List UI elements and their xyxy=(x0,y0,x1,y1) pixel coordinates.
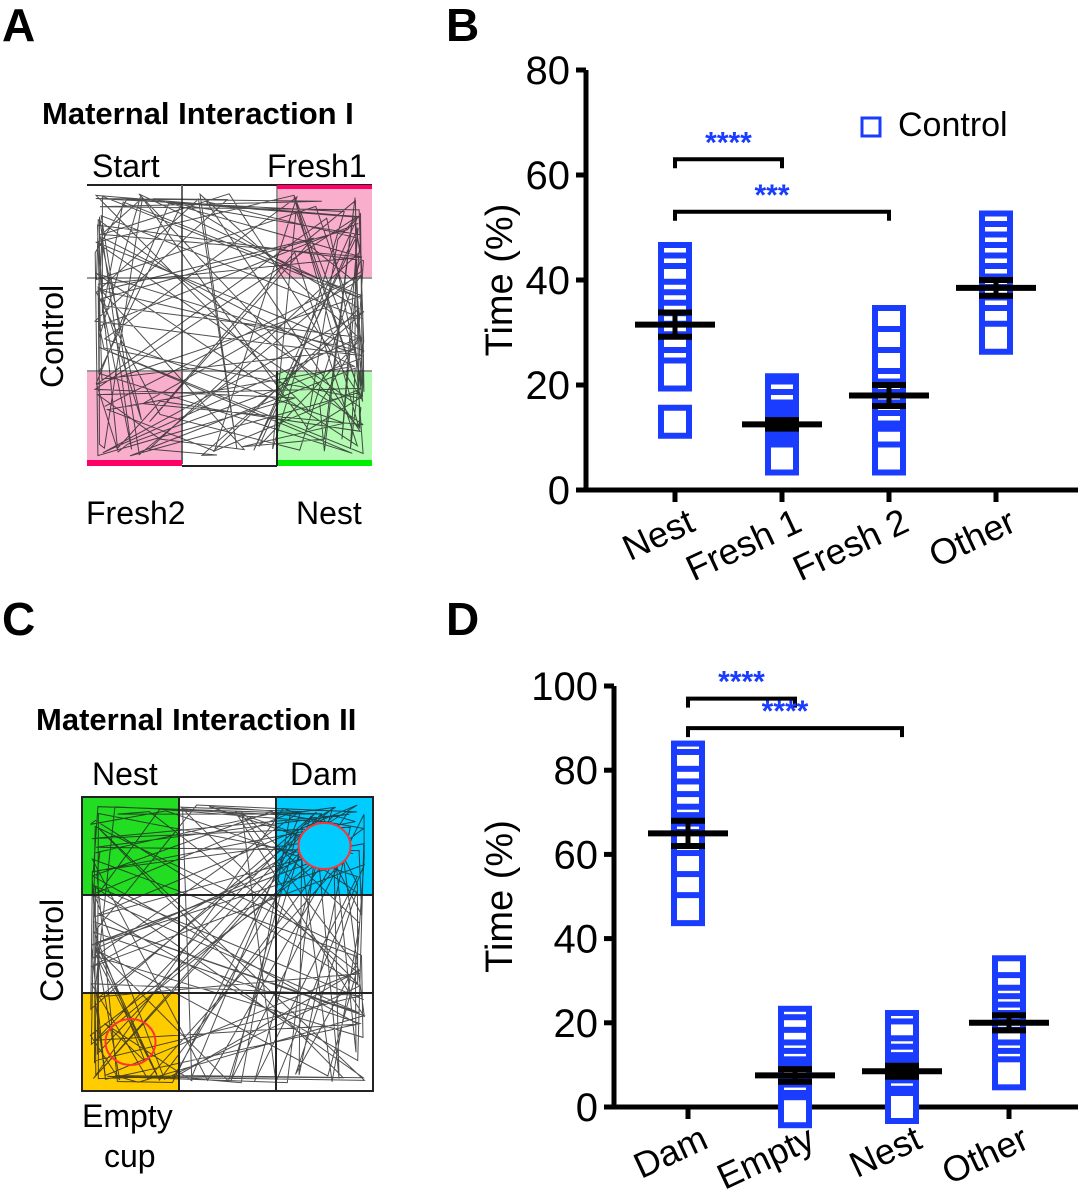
data-point xyxy=(671,892,705,927)
significance-label: **** xyxy=(762,695,809,728)
panel-letter-c: C xyxy=(2,593,36,645)
y-tick-label: 20 xyxy=(526,364,571,408)
y-tick-label: 60 xyxy=(554,833,599,877)
arena-c xyxy=(81,796,374,1092)
zone-label-nest-a: Nest xyxy=(296,495,362,531)
y-tick-label: 100 xyxy=(531,665,598,709)
empty-cup xyxy=(104,1018,157,1066)
panel-letter-b: B xyxy=(446,0,480,51)
significance-bracket xyxy=(686,726,904,738)
y-tick-label: 20 xyxy=(554,1002,599,1046)
y-axis-label: Time (%) xyxy=(479,820,521,973)
significance-bracket xyxy=(673,157,784,169)
data-point xyxy=(658,404,692,439)
y-tick-label: 40 xyxy=(526,259,571,303)
legend-marker xyxy=(860,116,882,138)
data-point xyxy=(992,1056,1026,1091)
significance-label: *** xyxy=(754,179,789,212)
animal-track xyxy=(89,804,366,1085)
panel-letter-d: D xyxy=(446,593,480,645)
zone-fresh2 xyxy=(87,371,182,464)
y-tick-label: 80 xyxy=(526,49,571,93)
fresh1-edge xyxy=(277,185,372,189)
x-tick-label: Nest xyxy=(843,1117,927,1185)
y-tick-label: 40 xyxy=(554,918,599,962)
x-tick-label: Fresh 1 xyxy=(679,500,807,589)
animal-track xyxy=(93,192,365,457)
data-point xyxy=(885,1090,919,1124)
dam-cup xyxy=(297,822,352,870)
zone-label-cup: cup xyxy=(104,1138,156,1174)
zone-label-fresh1: Fresh1 xyxy=(267,148,367,184)
zone-label-nest-c: Nest xyxy=(92,756,158,792)
data-point xyxy=(872,441,906,476)
data-point xyxy=(765,441,799,476)
panel-letter-a: A xyxy=(2,0,36,51)
nest-edge xyxy=(277,460,372,466)
data-point xyxy=(778,1094,812,1129)
data-point xyxy=(979,320,1013,355)
arena-a-title: Maternal Interaction I xyxy=(42,96,354,131)
x-tick-label: Fresh 2 xyxy=(786,500,914,589)
y-tick-label: 80 xyxy=(554,749,599,793)
zone-label-start: Start xyxy=(92,148,160,184)
y-axis-label: Time (%) xyxy=(479,204,521,357)
arena-border xyxy=(81,796,374,1092)
significance-bracket xyxy=(673,209,891,221)
x-tick-label: Empty xyxy=(711,1117,821,1197)
y-tick-label: 60 xyxy=(526,154,571,198)
zone-label-empty: Empty xyxy=(82,1098,173,1134)
y-tick-label: 0 xyxy=(576,1086,598,1130)
significance-label: **** xyxy=(718,666,765,699)
zone-label-dam: Dam xyxy=(290,756,358,792)
x-tick-label: Dam xyxy=(627,1117,713,1186)
legend-label: Control xyxy=(898,106,1008,144)
fresh2-edge xyxy=(87,460,182,466)
y-tick-label: 0 xyxy=(548,469,570,513)
significance-label: **** xyxy=(705,126,752,159)
x-tick-label: Other xyxy=(935,1117,1034,1192)
significance-bracket xyxy=(686,696,797,708)
x-tick-label: Other xyxy=(922,500,1021,575)
zone-label-fresh2: Fresh2 xyxy=(86,495,186,531)
data-point xyxy=(658,357,692,392)
arena-a xyxy=(87,184,372,467)
arena-c-title: Maternal Interaction II xyxy=(36,702,357,737)
